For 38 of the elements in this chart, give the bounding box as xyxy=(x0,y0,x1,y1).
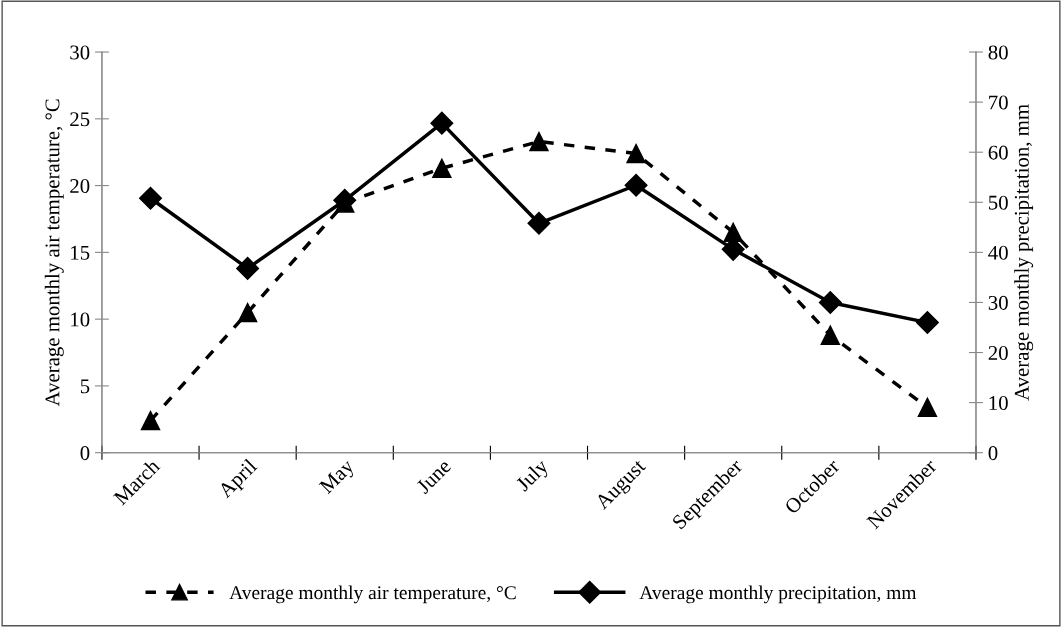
y2-tick-label: 60 xyxy=(988,145,1008,160)
y2-tick-label: 10 xyxy=(989,395,1008,411)
point xyxy=(723,222,743,243)
y-tick-label: 20 xyxy=(70,178,90,194)
y-tick-label: 25 xyxy=(70,112,90,127)
x-tick-label: May xyxy=(318,458,359,498)
y2-tick-label: 70 xyxy=(989,95,1008,110)
y2-tick-label: 80 xyxy=(988,45,1008,60)
point xyxy=(626,143,646,164)
y-tick-label: 5 xyxy=(80,379,90,394)
point xyxy=(529,131,549,152)
point xyxy=(527,211,551,235)
point xyxy=(236,256,260,280)
legend-label: Average monthly air temperature, °C xyxy=(229,585,516,604)
point xyxy=(915,310,939,334)
legend-label: Average monthly precipitation, mm xyxy=(639,585,917,604)
point xyxy=(818,290,842,314)
point xyxy=(624,173,648,197)
y-axis-title: Average monthly air temperature, °C xyxy=(44,99,64,407)
point xyxy=(237,302,258,323)
point xyxy=(140,410,161,431)
y2-tick-label: 0 xyxy=(988,446,998,461)
y-tick-label: 30 xyxy=(70,45,90,60)
x-tick-label: July xyxy=(514,457,553,496)
y-tick-label: 0 xyxy=(80,446,90,461)
y-tick-label: 15 xyxy=(71,245,90,260)
y2-tick-label: 30 xyxy=(988,295,1008,310)
y2-axis-title: Average monthly precipitation, mm xyxy=(1014,104,1034,401)
x-tick-label: June xyxy=(415,458,452,495)
y-tick-label: 10 xyxy=(71,312,90,327)
point xyxy=(432,158,452,178)
y2-tick-label: 50 xyxy=(988,195,1008,210)
point xyxy=(430,111,454,135)
y2-tick-label: 40 xyxy=(988,245,1008,260)
point xyxy=(917,397,938,418)
point xyxy=(820,325,841,345)
y2-tick-label: 20 xyxy=(988,345,1008,360)
point xyxy=(139,186,163,210)
